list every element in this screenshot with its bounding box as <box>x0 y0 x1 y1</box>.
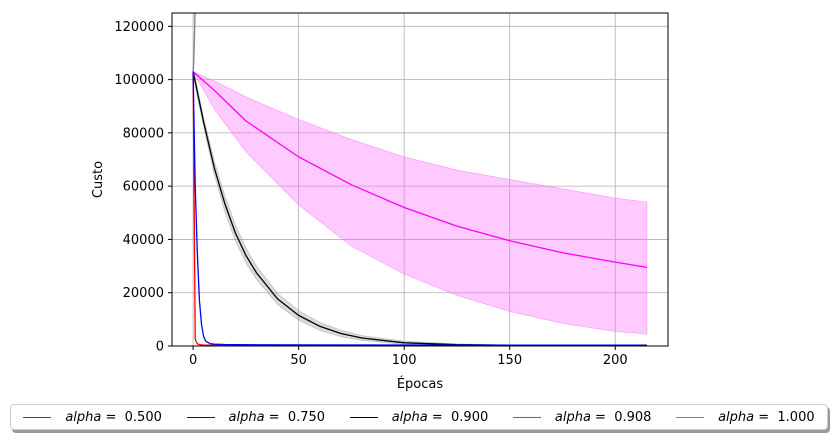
legend-swatch <box>676 416 705 418</box>
legend-label-var: alpha <box>718 409 755 425</box>
series-lines <box>192 13 648 346</box>
legend-label-value: = 1.000 <box>754 409 815 425</box>
chart: 0 50 100 150 200 0 20000 40000 60000 80000 100000… <box>91 12 669 392</box>
x-tick-label: 200 <box>603 353 628 368</box>
legend-label-value: = 0.900 <box>427 409 489 425</box>
legend-label-var: alpha <box>65 409 102 425</box>
x-tick-label: 50 <box>290 353 307 368</box>
series-line-1 <box>192 71 647 346</box>
legend-swatch <box>512 416 541 418</box>
legend-item: alpha = 0.750 <box>186 410 326 425</box>
y-tick-label: 60000 <box>123 180 164 195</box>
x-tick-label: 100 <box>392 353 417 368</box>
legend-label-value: = 0.750 <box>264 409 326 425</box>
y-tick-label: 120000 <box>114 20 164 35</box>
legend-label: alpha = 1.000 <box>718 410 815 425</box>
series-line-0 <box>192 71 647 346</box>
plot-frame <box>171 12 669 347</box>
legend-item: alpha = 0.908 <box>512 410 652 425</box>
y-tick-label: 20000 <box>123 286 164 301</box>
legend-swatch <box>23 416 52 418</box>
y-axis-label: Custo <box>91 161 106 198</box>
legend-swatch <box>186 416 215 418</box>
x-tick-label: 150 <box>497 353 522 368</box>
legend-item: alpha = 1.000 <box>676 410 815 425</box>
legend-label: alpha = 0.750 <box>229 410 326 425</box>
legend-label: alpha = 0.900 <box>392 410 489 425</box>
legend-swatch <box>349 416 378 418</box>
legend-label: alpha = 0.908 <box>555 410 652 425</box>
y-tick-label: 0 <box>156 340 164 355</box>
legend-label-var: alpha <box>228 409 265 425</box>
legend-label-var: alpha <box>554 409 591 425</box>
legend-label: alpha = 0.500 <box>65 410 162 425</box>
series-line-4 <box>192 13 196 72</box>
x-tick-label: 0 <box>189 353 197 368</box>
y-tick-label: 80000 <box>123 126 164 141</box>
y-axis-ticks: 0 20000 40000 60000 80000 100000 120000 <box>114 20 172 355</box>
band-0.908 <box>192 70 648 335</box>
y-tick-label: 100000 <box>114 73 164 88</box>
y-tick-label: 40000 <box>123 233 164 248</box>
legend-label-value: = 0.908 <box>590 409 652 425</box>
x-axis-label: Épocas <box>397 376 444 392</box>
legend: alpha = 0.500 alpha = 0.750 alpha = 0.900 a… <box>10 404 828 430</box>
x-axis-ticks: 0 50 100 150 200 <box>189 346 628 368</box>
legend-label-var: alpha <box>391 409 428 425</box>
legend-item: alpha = 0.500 <box>23 410 162 425</box>
confidence-bands <box>192 67 648 346</box>
legend-item: alpha = 0.900 <box>349 410 489 425</box>
legend-label-value: = 0.500 <box>101 409 162 425</box>
series-line-3 <box>192 71 648 269</box>
